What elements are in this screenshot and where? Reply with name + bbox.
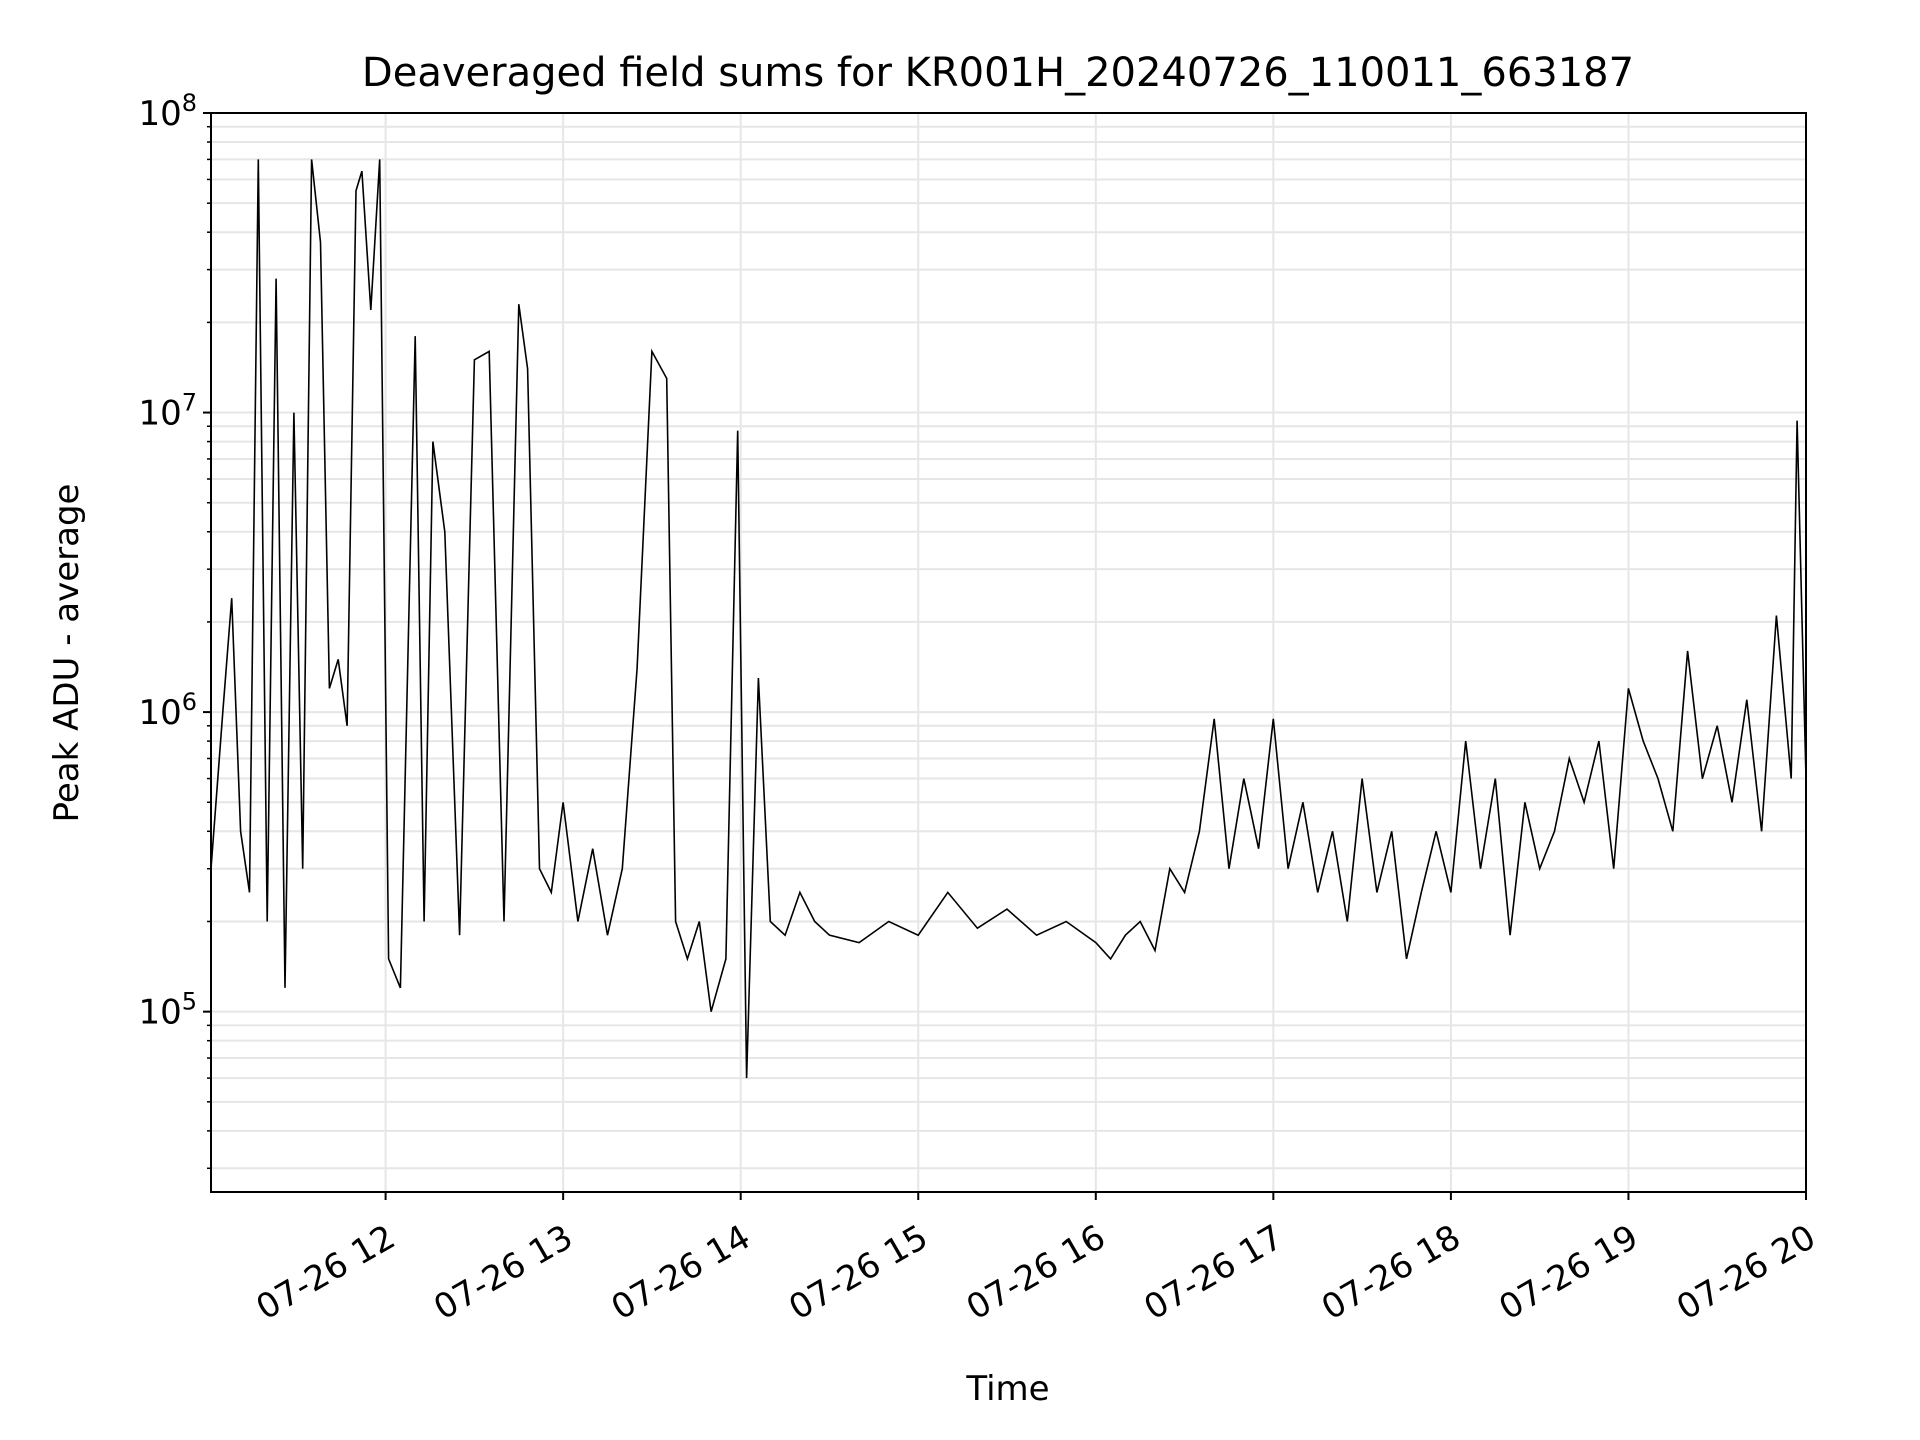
x-axis-label: Time	[965, 1369, 1049, 1409]
y-tick-label: 106	[138, 688, 197, 733]
y-tick-label: 108	[138, 89, 197, 134]
y-axis-label: Peak ADU - average	[47, 484, 87, 823]
series-layer	[210, 159, 1807, 1079]
chart-title: Deaveraged field sums for KR001H_2024072…	[362, 50, 1634, 96]
series-line	[210, 159, 1807, 1079]
grid	[211, 112, 1807, 1192]
plot-frame	[210, 112, 1807, 1193]
y-tick-label: 105	[138, 988, 197, 1033]
y-tick-label: 107	[138, 389, 197, 434]
